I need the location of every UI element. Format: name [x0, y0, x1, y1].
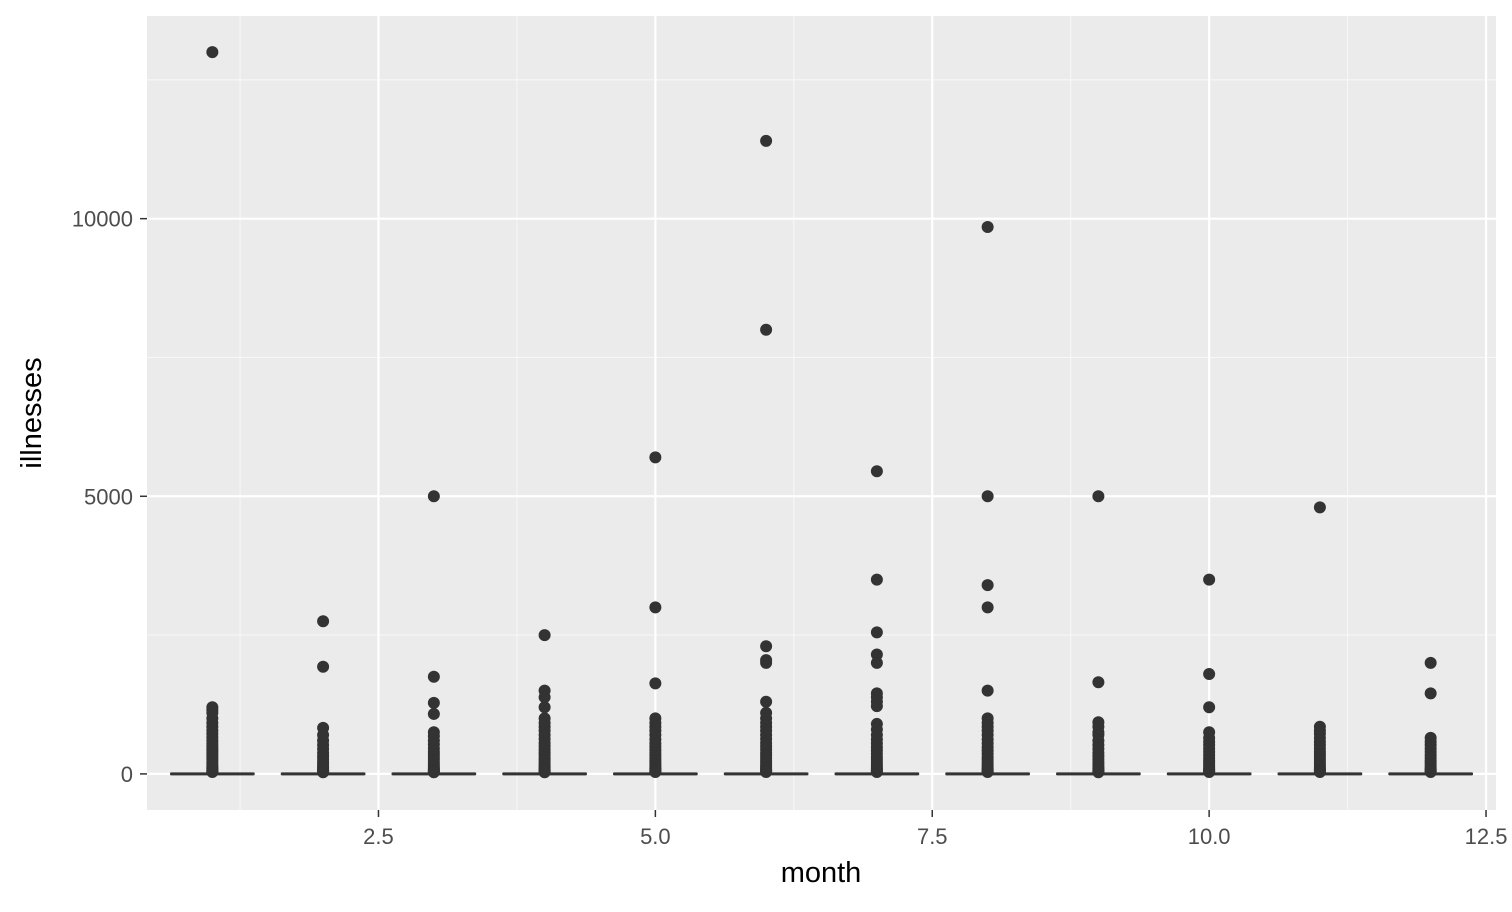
- outlier-point: [1313, 765, 1326, 778]
- x-tick-label: 12.5: [1465, 824, 1508, 849]
- y-tick-label: 0: [121, 762, 133, 787]
- outlier-point: [649, 451, 662, 464]
- outlier-point: [760, 765, 773, 778]
- outlier-point: [206, 765, 219, 778]
- outlier-point: [1203, 701, 1216, 714]
- outlier-point: [649, 677, 662, 690]
- outlier-point: [649, 601, 662, 614]
- outlier-point: [1424, 687, 1437, 700]
- outlier-point: [1313, 501, 1326, 514]
- outlier-point: [981, 601, 994, 614]
- boxplot-month-5: [613, 451, 698, 778]
- outlier-point: [760, 656, 773, 669]
- outlier-point: [649, 765, 662, 778]
- y-tick-label: 5000: [84, 484, 133, 509]
- outlier-point: [427, 696, 440, 709]
- outlier-point: [1424, 765, 1437, 778]
- outlier-point: [870, 648, 883, 661]
- outlier-point: [1203, 667, 1216, 680]
- outlier-point: [1203, 765, 1216, 778]
- outlier-point: [760, 695, 773, 708]
- outlier-point: [760, 323, 773, 336]
- boxplot-marks: [170, 46, 1473, 779]
- outlier-point: [317, 660, 330, 673]
- boxplot-month-6: [723, 134, 809, 778]
- x-tick-label: 2.5: [363, 824, 394, 849]
- outlier-point: [206, 46, 219, 59]
- x-tick-label: 10.0: [1188, 824, 1231, 849]
- boxplot-month-11: [1277, 501, 1363, 778]
- outlier-point: [870, 573, 883, 586]
- x-axis-title: month: [781, 857, 862, 889]
- outlier-point: [427, 670, 440, 683]
- outlier-point: [538, 691, 551, 704]
- outlier-point: [870, 656, 883, 669]
- axes: 2.5 5.0 7.5 10.0 12.5 0 5000 10000: [72, 207, 1508, 849]
- plot-panel: [147, 16, 1496, 810]
- outlier-point: [760, 640, 773, 653]
- boxplot-month-4: [502, 629, 587, 779]
- x-tick-label: 5.0: [640, 824, 671, 849]
- outlier-point: [538, 629, 551, 642]
- outlier-point: [981, 684, 994, 697]
- boxplot-month-1: [170, 46, 255, 778]
- outlier-point: [870, 765, 883, 778]
- outlier-point: [870, 700, 883, 713]
- y-tick-label: 10000: [72, 207, 133, 232]
- outlier-point: [317, 615, 330, 628]
- outlier-point: [981, 220, 994, 233]
- outlier-point: [760, 134, 773, 147]
- grid-lines: [147, 16, 1496, 810]
- outlier-point: [981, 490, 994, 503]
- boxplot-month-9: [1056, 490, 1141, 779]
- boxplot-month-3: [391, 490, 477, 779]
- y-axis-title: illnesses: [16, 357, 48, 468]
- x-tick-label: 7.5: [917, 824, 948, 849]
- outlier-point: [870, 626, 883, 639]
- outlier-point: [427, 707, 440, 720]
- outlier-point: [317, 766, 330, 779]
- outlier-point: [1203, 573, 1216, 586]
- outlier-point: [538, 701, 551, 714]
- boxplot-month-2: [280, 615, 366, 779]
- outlier-point: [981, 765, 994, 778]
- outlier-point: [1092, 766, 1105, 779]
- boxplot-month-8: [945, 220, 1030, 778]
- panel-background: [147, 16, 1496, 810]
- boxplot-month-10: [1166, 573, 1252, 778]
- outlier-point: [1092, 676, 1105, 689]
- outlier-point: [427, 490, 440, 503]
- outlier-point: [1092, 490, 1105, 503]
- outlier-point: [538, 766, 551, 779]
- boxplot-month-7: [834, 465, 920, 778]
- outlier-point: [427, 766, 440, 779]
- outlier-point: [1424, 656, 1437, 669]
- boxplot-month-12: [1388, 656, 1473, 778]
- outlier-point: [870, 465, 883, 478]
- outlier-point: [981, 579, 994, 592]
